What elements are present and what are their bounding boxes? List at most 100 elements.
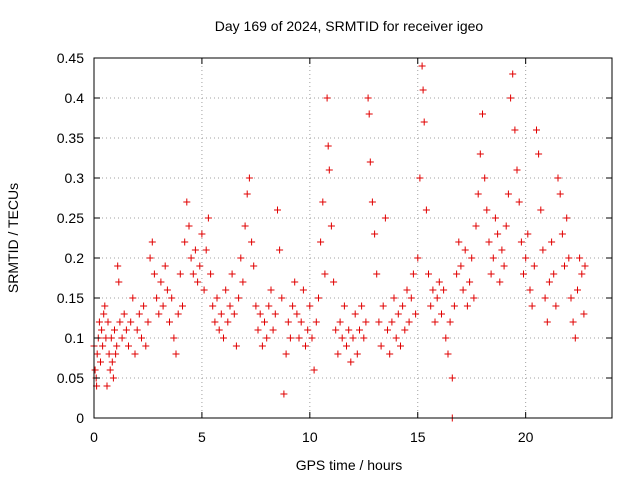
data-point xyxy=(368,198,376,206)
data-point xyxy=(556,190,564,198)
data-point xyxy=(324,142,332,150)
data-point xyxy=(362,318,370,326)
data-point xyxy=(196,262,204,270)
data-point xyxy=(170,334,178,342)
data-point xyxy=(115,278,123,286)
data-point xyxy=(267,286,275,294)
data-point xyxy=(325,166,333,174)
data-point xyxy=(269,326,277,334)
data-point xyxy=(194,278,202,286)
data-point xyxy=(543,318,551,326)
data-point xyxy=(347,358,355,366)
data-point xyxy=(336,318,344,326)
data-point xyxy=(366,158,374,166)
data-point xyxy=(166,318,173,326)
data-point xyxy=(295,334,303,342)
data-point xyxy=(442,334,450,342)
data-point xyxy=(230,310,238,318)
data-point xyxy=(172,350,180,358)
data-point xyxy=(306,302,314,310)
data-point xyxy=(388,318,396,326)
data-point xyxy=(235,294,243,302)
data-point xyxy=(276,246,284,254)
data-point xyxy=(358,302,366,310)
data-point xyxy=(416,174,424,182)
data-point xyxy=(567,294,575,302)
x-tick-label: 10 xyxy=(302,429,318,445)
data-point xyxy=(200,286,208,294)
data-point xyxy=(533,126,540,134)
data-point xyxy=(384,326,391,334)
data-point xyxy=(502,222,510,230)
data-point xyxy=(237,254,245,262)
data-point xyxy=(209,302,217,310)
data-point xyxy=(360,334,368,342)
data-point xyxy=(176,270,184,278)
data-point xyxy=(304,326,312,334)
data-point xyxy=(265,302,273,310)
data-point xyxy=(500,262,508,270)
data-point xyxy=(414,254,422,262)
data-point xyxy=(100,310,108,318)
data-point xyxy=(99,342,107,350)
data-point xyxy=(153,294,161,302)
data-point xyxy=(407,294,415,302)
data-point xyxy=(496,278,504,286)
data-point xyxy=(133,326,141,334)
data-point xyxy=(299,286,307,294)
data-point xyxy=(522,254,530,262)
data-point xyxy=(565,254,573,262)
data-point xyxy=(581,262,589,270)
data-point xyxy=(491,214,499,222)
data-point xyxy=(179,302,186,310)
data-point xyxy=(343,342,350,350)
axis-ticks: 0 0.05 0.1 0.15 0.2 0.25 0.3 0.35 0.4 0.45 0 5 10 15 2… xyxy=(57,50,612,445)
data-point xyxy=(405,318,413,326)
data-point xyxy=(397,342,404,350)
data-point xyxy=(470,294,478,302)
data-point xyxy=(310,366,318,374)
data-point xyxy=(220,334,227,342)
data-point xyxy=(377,342,385,350)
data-point xyxy=(161,262,169,270)
data-point xyxy=(224,318,232,326)
data-point xyxy=(539,246,547,254)
data-point xyxy=(142,342,150,350)
data-point xyxy=(138,334,145,342)
data-point xyxy=(131,350,139,358)
data-point xyxy=(412,310,420,318)
y-tick-label: 0.05 xyxy=(57,370,84,386)
data-points xyxy=(90,62,589,422)
plot-frame xyxy=(93,57,613,419)
data-point xyxy=(308,334,316,342)
data-point xyxy=(312,318,320,326)
y-tick-label: 0 xyxy=(76,410,84,426)
data-point xyxy=(453,270,461,278)
data-point xyxy=(386,350,394,358)
data-point xyxy=(105,350,113,358)
data-point xyxy=(207,270,215,278)
y-tick-label: 0.15 xyxy=(57,290,84,306)
data-point xyxy=(515,198,523,206)
data-point xyxy=(554,174,562,182)
data-point xyxy=(435,278,443,286)
data-point xyxy=(241,222,249,230)
data-point xyxy=(580,310,588,318)
data-point xyxy=(392,334,400,342)
data-point xyxy=(364,94,372,102)
data-point xyxy=(483,206,491,214)
data-point xyxy=(353,350,361,358)
data-point xyxy=(481,174,489,182)
data-point xyxy=(576,254,584,262)
data-point xyxy=(252,302,260,310)
data-point xyxy=(125,342,132,350)
data-point xyxy=(345,326,353,334)
data-point xyxy=(569,318,577,326)
y-tick-label: 0.45 xyxy=(57,50,84,66)
data-point xyxy=(243,190,251,198)
data-point xyxy=(548,238,556,246)
data-point xyxy=(91,366,99,374)
data-point xyxy=(122,326,130,334)
data-point xyxy=(468,254,476,262)
data-point xyxy=(409,270,417,278)
